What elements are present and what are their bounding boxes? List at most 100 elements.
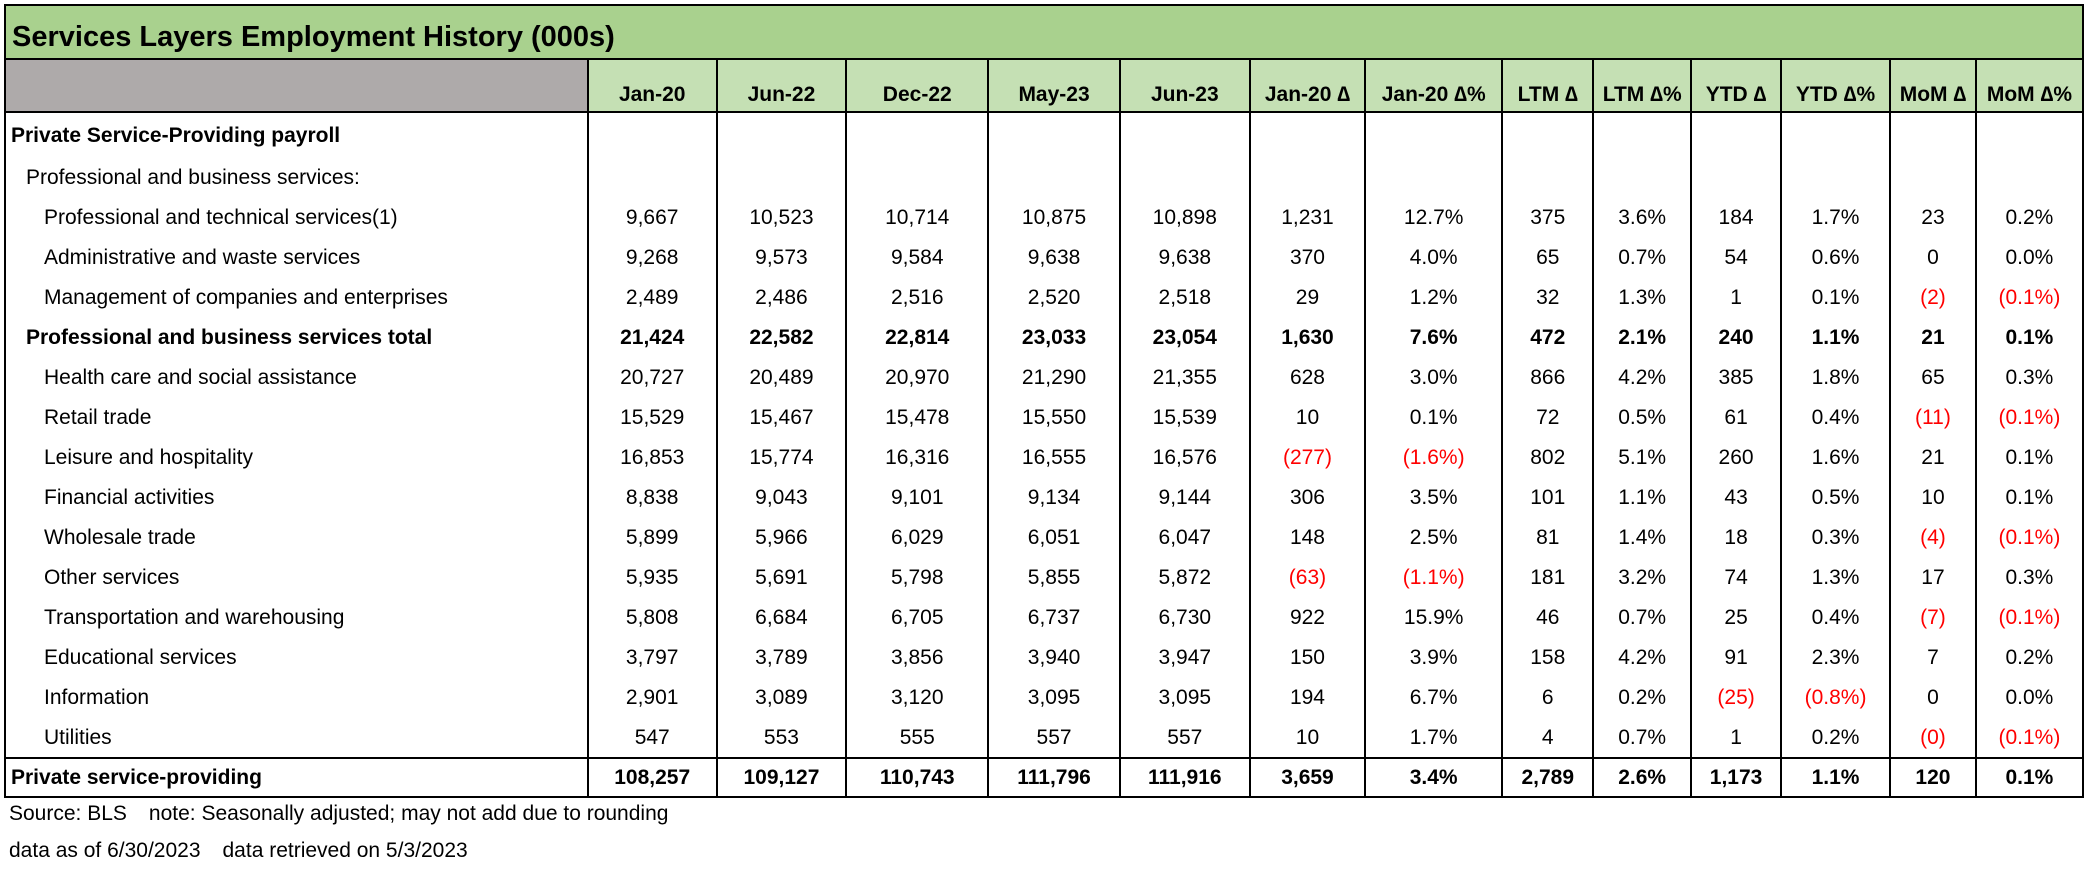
table-title: Services Layers Employment History (000s… <box>12 21 615 53</box>
table-cell <box>586 112 717 158</box>
header-corner <box>6 60 588 113</box>
table-cell <box>1592 112 1692 158</box>
table-cell: 15,478 <box>845 398 989 438</box>
table-cell: 111,796 <box>987 757 1120 796</box>
table-cell: 2,901 <box>586 678 717 718</box>
header-row: Jan-20 Jun-22 Dec-22 May-23 Jun-23 Jan-20 ∆ Ja… <box>6 60 2082 113</box>
table-cell: 1.8% <box>1779 358 1891 398</box>
table-cell: 5,855 <box>987 558 1120 598</box>
table-cell: 21 <box>1889 438 1976 478</box>
table-cell: 802 <box>1501 438 1594 478</box>
table-cell: 22,814 <box>845 318 989 358</box>
table-cell: 120 <box>1889 757 1976 796</box>
table-cell: (0.8%) <box>1779 678 1891 718</box>
table-cell: 15,550 <box>987 398 1120 438</box>
table-cell: 150 <box>1248 638 1366 678</box>
table-cell: 3.4% <box>1364 757 1503 796</box>
table-cell: 6,737 <box>987 598 1120 638</box>
table-cell: 21 <box>1889 318 1976 358</box>
table-cell: 91 <box>1690 638 1781 678</box>
table-cell: 18 <box>1690 518 1781 558</box>
table-cell <box>1501 158 1594 198</box>
column-header: YTD ∆% <box>1779 60 1891 113</box>
table-cell: 385 <box>1690 358 1781 398</box>
table-cell: 306 <box>1248 478 1366 518</box>
row-label: Private Service-Providing payroll <box>11 123 341 147</box>
table-body: Private Service-Providing payroll Profess… <box>6 112 2082 796</box>
table-cell: 9,268 <box>586 238 717 278</box>
table-cell <box>715 158 847 198</box>
table-row: Other services 5,935 5,691 5,798 5,855 5,872(… <box>6 558 2082 598</box>
table-cell: (63) <box>1248 558 1366 598</box>
table-row: Educational services 3,797 3,789 3,856 3,940… <box>6 638 2082 678</box>
row-label: Professional and business services total <box>26 326 433 349</box>
table-cell: 25 <box>1690 598 1781 638</box>
table-cell: 6,684 <box>715 598 847 638</box>
table-row: Leisure and hospitality 16,853 15,774 16,31… <box>6 438 2082 478</box>
table-cell: 6,705 <box>845 598 989 638</box>
table-row: Wholesale trade 5,899 5,966 6,029 6,051 6,047… <box>6 518 2082 558</box>
table-cell: 0.7% <box>1592 718 1692 758</box>
table-cell <box>987 112 1120 158</box>
table-cell: 3.9% <box>1364 638 1503 678</box>
note-text: note: Seasonally adjusted; may not add d… <box>148 802 669 825</box>
table-row: Private service-providing 108,257 109,127 1… <box>6 757 2082 796</box>
row-label: Professional and business services: <box>26 166 360 189</box>
table-cell: 20,970 <box>845 358 989 398</box>
row-label: Wholesale trade <box>44 526 196 549</box>
table-cell: 0.1% <box>1974 318 2082 358</box>
table-row: Professional and business services: <box>6 158 2082 198</box>
table-cell: 5,798 <box>845 558 989 598</box>
table-cell: 9,573 <box>715 238 847 278</box>
table-cell: 17 <box>1889 558 1976 598</box>
table-cell: 5,808 <box>586 598 717 638</box>
table-cell: 0.6% <box>1779 238 1891 278</box>
table-cell: 20,489 <box>715 358 847 398</box>
table-cell: 12.7% <box>1364 198 1503 238</box>
table-cell: 6,730 <box>1118 598 1250 638</box>
table-cell: 3,095 <box>1118 678 1250 718</box>
table-cell: 21,424 <box>586 318 717 358</box>
table-cell: 10 <box>1248 398 1366 438</box>
table-cell: 1.1% <box>1779 757 1891 796</box>
column-header: MoM ∆% <box>1974 60 2082 113</box>
table-cell: 10,523 <box>715 198 847 238</box>
table-row: Utilities 547 553 555 557 557 10 1.7% 4 0.7% 1 0.2%… <box>6 718 2082 758</box>
row-label: Financial activities <box>44 486 215 509</box>
table-row: Retail trade 15,529 15,467 15,478 15,550 15,5… <box>6 398 2082 438</box>
table-cell: (1.6%) <box>1364 438 1503 478</box>
table-cell <box>1779 112 1891 158</box>
table-cell: 110,743 <box>845 757 989 796</box>
table-cell: (277) <box>1248 438 1366 478</box>
table-cell: (1.1%) <box>1364 558 1503 598</box>
table-cell: 9,101 <box>845 478 989 518</box>
table-cell: (0) <box>1889 718 1976 758</box>
table-cell: 866 <box>1501 358 1594 398</box>
column-header: Jun-22 <box>715 60 847 113</box>
row-label: Retail trade <box>44 406 152 429</box>
table-cell: 2,486 <box>715 278 847 318</box>
table-cell: 1.7% <box>1364 718 1503 758</box>
table-cell: 4.2% <box>1592 638 1692 678</box>
table-cell: 23 <box>1889 198 1976 238</box>
table-cell: 3,659 <box>1248 757 1366 796</box>
table-cell: 557 <box>987 718 1120 758</box>
table-cell: 109,127 <box>715 757 847 796</box>
table-cell <box>1974 158 2082 198</box>
table-cell <box>987 158 1120 198</box>
table-cell: 10,714 <box>845 198 989 238</box>
table-cell: 3.5% <box>1364 478 1503 518</box>
table-cell: 61 <box>1690 398 1781 438</box>
table-cell <box>1364 112 1503 158</box>
table-cell: 15,774 <box>715 438 847 478</box>
table-cell: 10,875 <box>987 198 1120 238</box>
table-cell: 9,638 <box>987 238 1120 278</box>
table-cell: 0.1% <box>1364 398 1503 438</box>
table-cell: 20,727 <box>586 358 717 398</box>
table-cell: 1.6% <box>1779 438 1891 478</box>
table-cell: 7 <box>1889 638 1976 678</box>
table-cell: 5.1% <box>1592 438 1692 478</box>
table-cell <box>1248 158 1366 198</box>
table-cell: 1.1% <box>1592 478 1692 518</box>
column-header: Jan-20 <box>586 60 717 113</box>
